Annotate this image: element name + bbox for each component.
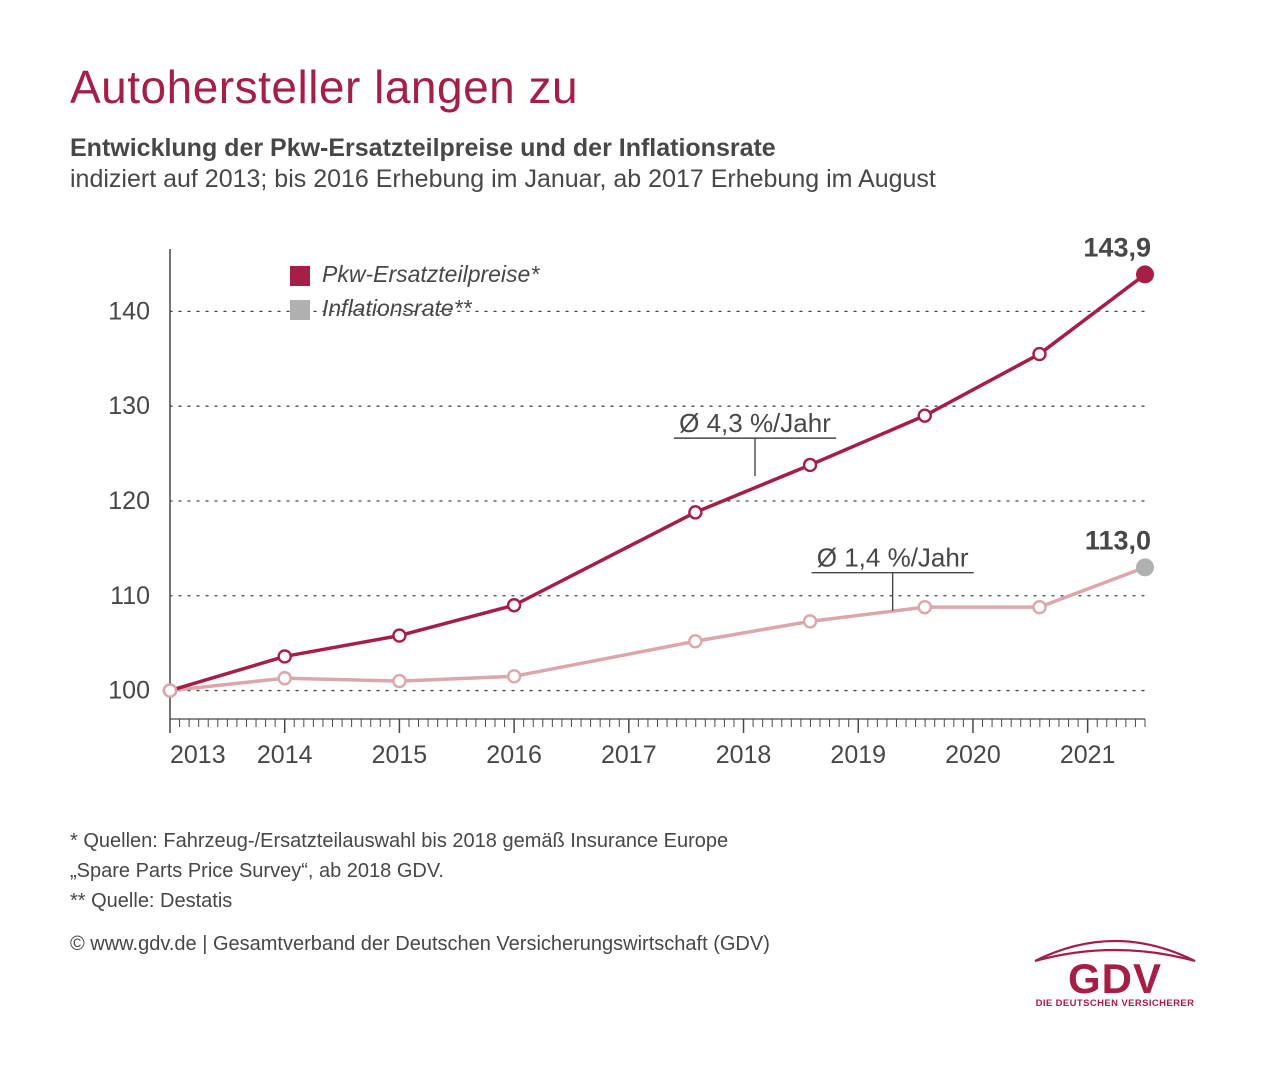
svg-text:Ø 4,3 %/Jahr: Ø 4,3 %/Jahr: [679, 408, 831, 438]
svg-text:130: 130: [108, 392, 150, 420]
svg-text:120: 120: [108, 487, 150, 515]
page: Autohersteller langen zu Entwicklung der…: [0, 0, 1270, 1069]
logo-subtext: DIE DEUTSCHEN VERSICHERER: [1036, 998, 1195, 1009]
line-chart-svg: 100 110 120 130 140 2013 2014 2015 2016 2017 2018 2…: [70, 224, 1190, 794]
svg-text:Ø 1,4 %/Jahr: Ø 1,4 %/Jahr: [817, 543, 969, 573]
footnote-1: * Quellen: Fahrzeug-/Ersatzteilauswahl b…: [70, 827, 1210, 855]
svg-text:2016: 2016: [486, 741, 542, 769]
logo-text: GDV: [1068, 955, 1162, 1002]
svg-text:140: 140: [108, 297, 150, 325]
svg-text:2014: 2014: [257, 741, 313, 769]
chart-title: Autohersteller langen zu: [70, 60, 1210, 114]
svg-text:2020: 2020: [945, 741, 1001, 769]
svg-text:110: 110: [110, 582, 150, 610]
footnote-3: ** Quelle: Destatis: [70, 887, 1210, 915]
svg-text:Pkw-Ersatzteilpreise*: Pkw-Ersatzteilpreise*: [322, 261, 540, 287]
svg-text:2019: 2019: [830, 741, 886, 769]
svg-text:100: 100: [108, 677, 150, 705]
svg-text:2021: 2021: [1060, 741, 1116, 769]
chart-subtitle-light: indiziert auf 2013; bis 2016 Erhebung im…: [70, 165, 1210, 194]
chart-subtitle-bold: Entwicklung der Pkw-Ersatzteilpreise und…: [70, 134, 1210, 163]
svg-text:Inflationsrate**: Inflationsrate**: [322, 295, 473, 321]
svg-text:143,9: 143,9: [1083, 232, 1151, 262]
svg-text:2013: 2013: [170, 741, 226, 769]
gdv-logo: GDV DIE DEUTSCHEN VERSICHERER: [1025, 929, 1205, 1014]
footnotes: * Quellen: Fahrzeug-/Ersatzteilauswahl b…: [70, 827, 1210, 915]
svg-text:2015: 2015: [372, 741, 428, 769]
svg-text:2017: 2017: [601, 741, 657, 769]
svg-text:113,0: 113,0: [1085, 525, 1151, 555]
svg-text:2018: 2018: [716, 741, 772, 769]
chart: 100 110 120 130 140 2013 2014 2015 2016 2017 2018 2…: [70, 224, 1210, 799]
footnote-2: „Spare Parts Price Survey“, ab 2018 GDV.: [70, 857, 1210, 885]
